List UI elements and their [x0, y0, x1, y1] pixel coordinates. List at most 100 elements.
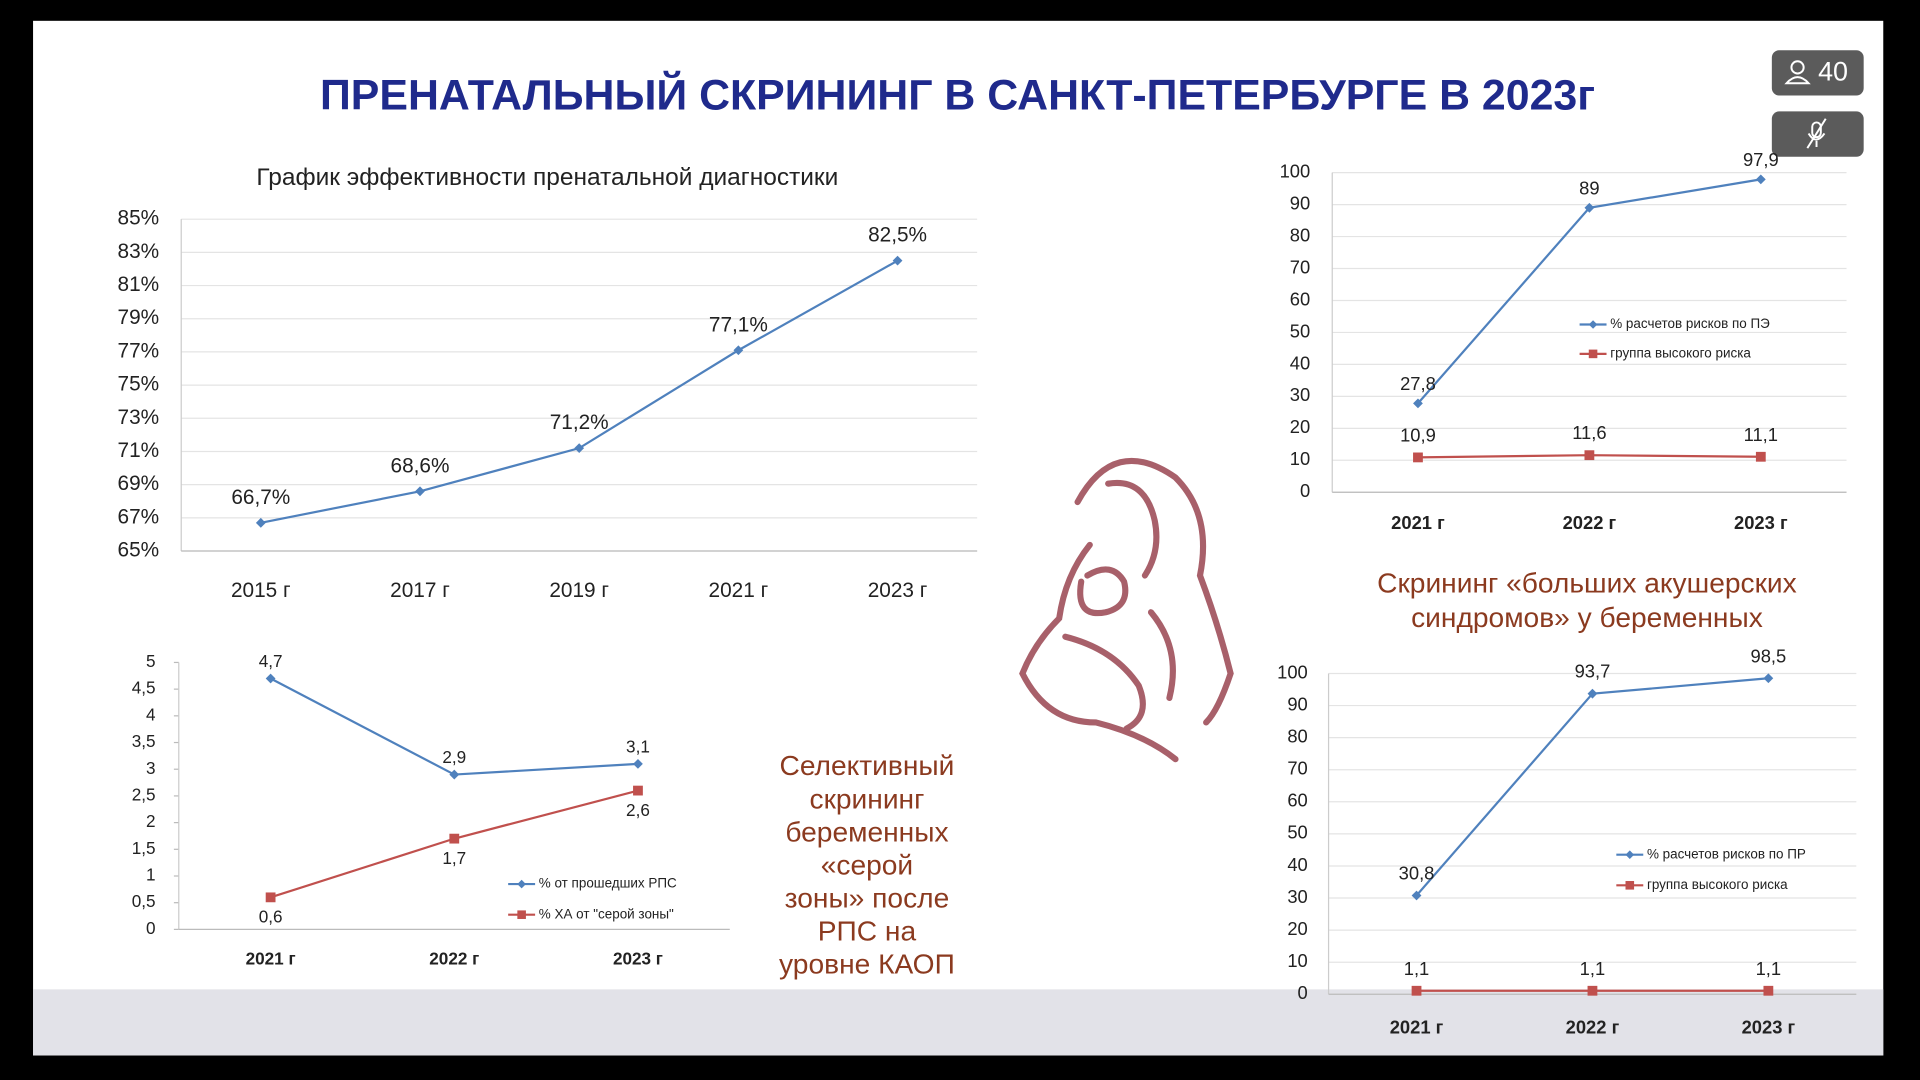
x-tick-label: 2022 г: [429, 949, 479, 969]
point-marker: [1755, 174, 1766, 185]
data-label: 30,8: [1399, 863, 1435, 884]
point-marker: [574, 443, 585, 454]
y-tick-label: 90: [1290, 192, 1310, 213]
point-marker: [449, 769, 460, 780]
y-tick-label: 77%: [118, 339, 160, 362]
y-tick-label: 0: [146, 918, 156, 938]
data-label: 77,1%: [709, 313, 768, 336]
y-tick-label: 73%: [118, 406, 160, 429]
x-tick-label: 2023 г: [1734, 512, 1788, 533]
data-label: 27,8: [1400, 373, 1436, 394]
y-tick-label: 0: [1298, 982, 1308, 1003]
point-marker: [633, 758, 643, 769]
caption-line: Скрининг «больших акушерских: [1377, 568, 1797, 599]
y-tick-label: 85%: [118, 207, 160, 230]
caption: Скрининг «больших акушерских синдромов» …: [1377, 568, 1797, 633]
shoulder: [1147, 609, 1176, 702]
y-tick-label: 5: [146, 651, 156, 671]
y-tick-label: 65%: [118, 539, 160, 562]
person-icon: [1790, 60, 1805, 75]
x-tick-label: 2017 г: [390, 579, 450, 602]
legend-marker: [517, 910, 526, 919]
y-tick-label: 2: [146, 811, 156, 831]
charts: График эффективности пренатальной диагно…: [118, 149, 1857, 1037]
y-tick-label: 80: [1287, 725, 1307, 746]
legend-marker: [1625, 850, 1635, 859]
legend-marker: [1588, 349, 1598, 359]
y-tick-label: 30: [1287, 886, 1307, 907]
caption-line: беременных: [785, 816, 948, 847]
data-label: 0,6: [259, 907, 283, 927]
y-tick-label: 20: [1290, 416, 1310, 437]
participants-count: 40: [1818, 57, 1848, 87]
point-marker: [415, 486, 425, 497]
mother-illustration: [1019, 457, 1234, 763]
legend-label: группа высокого риска: [1647, 877, 1788, 892]
data-label: 2,6: [626, 800, 650, 820]
data-label: 97,9: [1743, 149, 1779, 170]
data-label: 2,9: [442, 747, 466, 767]
y-tick-label: 80: [1290, 224, 1310, 245]
chart-title: График эффективности пренатальной диагно…: [256, 164, 838, 191]
point-marker: [265, 673, 276, 684]
point-marker: [633, 785, 643, 796]
y-tick-label: 90: [1287, 693, 1307, 714]
data-label: 11,1: [1744, 424, 1778, 445]
chart: График эффективности пренатальной диагно…: [118, 164, 978, 602]
point-marker: [1584, 202, 1595, 213]
x-tick-label: 2023 г: [1742, 1016, 1796, 1037]
hair: [1074, 457, 1234, 726]
y-tick-label: 60: [1287, 790, 1307, 811]
y-tick-label: 10: [1287, 950, 1307, 971]
baby-head: [1077, 566, 1129, 617]
button-bg[interactable]: [1771, 111, 1864, 157]
x-tick-label: 2021 г: [246, 949, 296, 969]
arms: [1019, 541, 1179, 763]
y-tick-label: 60: [1290, 288, 1310, 309]
x-tick-label: 2023 г: [613, 949, 663, 969]
bottom-bar: [33, 989, 1884, 1056]
baby-body: [1062, 633, 1146, 732]
x-tick-label: 2015 г: [231, 579, 291, 602]
y-tick-label: 4: [146, 704, 156, 724]
data-label: 1,1: [1756, 958, 1782, 979]
chart: 0 10 20 30 40 50 60 70 80 90 100 2021 г 2022 г 2023 г…: [1277, 645, 1857, 1037]
legend-label: % расчетов рисков по ПР: [1647, 846, 1806, 861]
data-label: 66,7%: [231, 486, 290, 509]
point-marker: [1763, 673, 1774, 684]
caption-line: уровне КАОП: [779, 949, 955, 980]
caption-line: зоны» после: [785, 882, 950, 913]
chart: 0 0,5 1 1,5 2 2,5 3 3,5 4 4,5 5 2021 г 2022 г 2023 г 4…: [132, 651, 730, 969]
y-tick-label: 0: [1300, 480, 1310, 501]
data-label: 71,2%: [550, 411, 609, 434]
y-tick-label: 40: [1290, 352, 1310, 373]
data-label: 1,1: [1580, 958, 1606, 979]
point-marker: [1584, 450, 1595, 461]
mic-button[interactable]: [1771, 111, 1864, 157]
participants-button[interactable]: 40: [1771, 50, 1864, 96]
slide-title: ПРЕНАТАЛЬНЫЙ СКРИНИНГ В САНКТ-ПЕТЕРБУРГЕ…: [320, 70, 1595, 119]
y-tick-label: 70: [1290, 256, 1310, 277]
y-tick-label: 100: [1277, 661, 1308, 682]
x-tick-label: 2019 г: [549, 579, 609, 602]
legend-marker: [1588, 320, 1598, 329]
data-label: 1,1: [1404, 958, 1430, 979]
y-tick-label: 1: [146, 865, 156, 885]
y-tick-label: 50: [1287, 822, 1307, 843]
point-marker: [1413, 398, 1423, 409]
data-label: 82,5%: [868, 224, 927, 247]
legend-label: группа высокого риска: [1610, 345, 1751, 360]
data-label: 10,9: [1400, 424, 1436, 445]
y-tick-label: 67%: [118, 505, 160, 528]
y-tick-label: 71%: [118, 439, 160, 462]
slide: [33, 20, 1884, 1056]
y-tick-label: 20: [1287, 918, 1307, 939]
x-tick-label: 2021 г: [1391, 512, 1445, 533]
x-tick-label: 2022 г: [1563, 512, 1617, 533]
point-marker: [265, 892, 276, 903]
y-tick-label: 4,5: [132, 678, 156, 698]
y-tick-label: 3: [146, 758, 156, 778]
point-marker: [1587, 985, 1598, 996]
y-tick-label: 3,5: [132, 731, 156, 751]
legend-marker: [1625, 881, 1635, 890]
